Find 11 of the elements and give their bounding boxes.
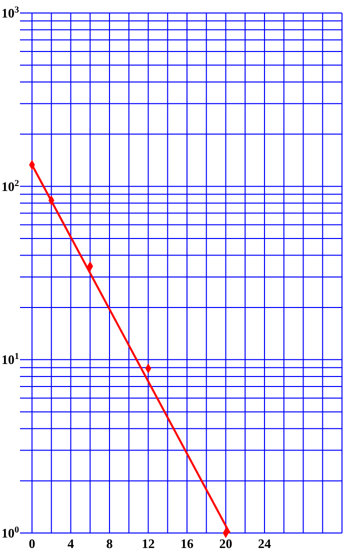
y-tick-label: 10$^{3}$	[1, 4, 20, 21]
x-tick-label: 8	[106, 536, 114, 551]
x-tick-label: 16	[180, 536, 194, 551]
x-tick-label: 0	[28, 536, 36, 551]
x-tick-label: 12	[142, 536, 155, 551]
y-tick-label: 10$^{2}$	[1, 178, 20, 194]
x-tick-label: 20	[219, 536, 232, 551]
y-tick-label: 10$^{0}$	[1, 524, 20, 541]
y-tick-label: 10$^{1}$	[1, 351, 20, 368]
x-tick-label: 24	[258, 536, 272, 551]
x-tick-label: 4	[68, 536, 74, 551]
